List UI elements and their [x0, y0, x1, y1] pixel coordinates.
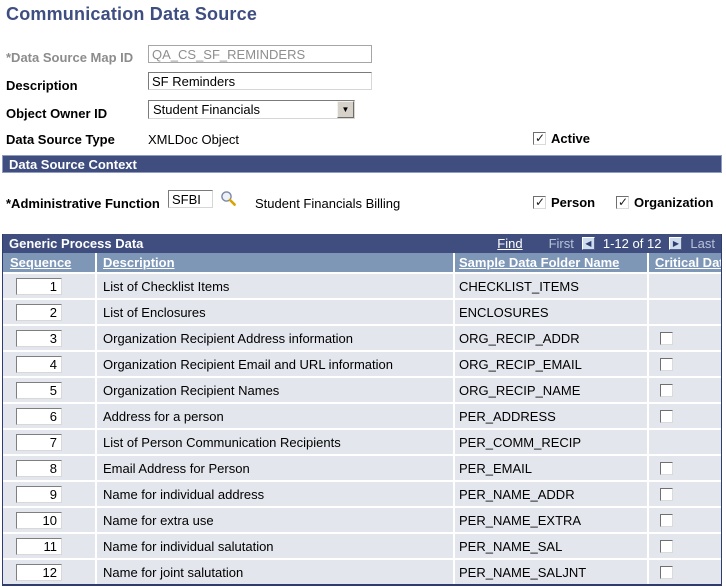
sequence-input[interactable]: [16, 433, 62, 451]
row-description: Name for joint salutation: [95, 560, 453, 584]
table-row: Address for a person PER_ADDRESS: [3, 404, 721, 428]
column-header-critical-data: Critical Data: [647, 253, 721, 272]
critical-data-checkbox[interactable]: [660, 565, 673, 579]
grid-body: List of Checklist Items CHECKLIST_ITEMS …: [3, 274, 721, 584]
context-section-title: Data Source Context: [9, 156, 137, 172]
sequence-input[interactable]: [16, 511, 62, 529]
grid-title-bar: Generic Process Data Find First ◀ 1-12 o…: [3, 234, 721, 253]
table-row: List of Enclosures ENCLOSURES: [3, 300, 721, 324]
critical-data-checkbox[interactable]: [660, 539, 673, 553]
sequence-input[interactable]: [16, 563, 62, 581]
description-label: Description: [6, 78, 78, 93]
row-folder-name: ORG_RECIP_ADDR: [453, 326, 647, 350]
generic-process-data-grid: Generic Process Data Find First ◀ 1-12 o…: [2, 234, 722, 586]
row-folder-name: PER_COMM_RECIP: [453, 430, 647, 454]
table-row: Name for extra use PER_NAME_EXTRA: [3, 508, 721, 532]
sequence-input[interactable]: [16, 329, 62, 347]
organization-checkbox[interactable]: [616, 196, 629, 210]
person-checkbox-group: Person: [533, 194, 595, 210]
row-description: Organization Recipient Address informati…: [95, 326, 453, 350]
table-row: Name for individual salutation PER_NAME_…: [3, 534, 721, 558]
sequence-input[interactable]: [16, 355, 62, 373]
row-description: Name for individual address: [95, 482, 453, 506]
table-row: Organization Recipient Names ORG_RECIP_N…: [3, 378, 721, 402]
sequence-input[interactable]: [16, 381, 62, 399]
row-range-label: 1-12 of 12: [602, 236, 662, 251]
page-title: Communication Data Source: [6, 4, 258, 24]
row-folder-name: PER_NAME_ADDR: [453, 482, 647, 506]
row-description: List of Enclosures: [95, 300, 453, 324]
table-row: List of Person Communication Recipients …: [3, 430, 721, 454]
sequence-input[interactable]: [16, 407, 62, 425]
critical-data-checkbox[interactable]: [660, 461, 673, 475]
organization-checkbox-label: Organization: [634, 195, 714, 211]
critical-data-checkbox[interactable]: [660, 513, 673, 527]
row-folder-name: ENCLOSURES: [453, 300, 647, 324]
table-row: Name for joint salutation PER_NAME_SALJN…: [3, 560, 721, 584]
sequence-input[interactable]: [16, 537, 62, 555]
description-input[interactable]: [148, 72, 372, 90]
chevron-down-icon[interactable]: ▼: [337, 101, 354, 118]
admin-function-label: *Administrative Function: [6, 196, 160, 211]
owner-id-label: Object Owner ID: [6, 106, 108, 121]
column-header-folder-name: Sample Data Folder Name: [453, 253, 647, 272]
last-link: Last: [690, 236, 715, 251]
map-id-label: *Data Source Map ID: [6, 50, 134, 65]
row-folder-name: PER_ADDRESS: [453, 404, 647, 428]
owner-id-select[interactable]: Student Financials ▼: [148, 100, 355, 119]
grid-pagination: Find First ◀ 1-12 of 12 ▶ Last: [497, 236, 715, 251]
chevron-left-icon[interactable]: ◀: [581, 237, 595, 250]
chevron-right-icon[interactable]: ▶: [669, 237, 683, 250]
row-description: Name for extra use: [95, 508, 453, 532]
critical-data-checkbox[interactable]: [660, 357, 673, 371]
first-link: First: [548, 236, 574, 251]
row-description: List of Checklist Items: [95, 274, 453, 298]
owner-id-selected-value: Student Financials: [153, 102, 260, 117]
critical-data-checkbox[interactable]: [660, 383, 673, 397]
sequence-input[interactable]: [16, 303, 62, 321]
admin-function-description: Student Financials Billing: [255, 196, 401, 211]
column-header-description: Description: [95, 253, 453, 272]
person-checkbox[interactable]: [533, 196, 546, 210]
row-folder-name: PER_NAME_SALJNT: [453, 560, 647, 584]
row-description: Organization Recipient Email and URL inf…: [95, 352, 453, 376]
row-description: Address for a person: [95, 404, 453, 428]
table-row: Email Address for Person PER_EMAIL: [3, 456, 721, 480]
row-folder-name: PER_NAME_SAL: [453, 534, 647, 558]
sequence-input[interactable]: [16, 485, 62, 503]
sequence-input[interactable]: [16, 277, 62, 295]
critical-data-checkbox[interactable]: [660, 409, 673, 423]
table-row: Organization Recipient Email and URL inf…: [3, 352, 721, 376]
table-row: List of Checklist Items CHECKLIST_ITEMS: [3, 274, 721, 298]
organization-checkbox-group: Organization: [616, 194, 713, 210]
table-row: Organization Recipient Address informati…: [3, 326, 721, 350]
active-checkbox-group: Active: [533, 130, 590, 146]
row-description: Email Address for Person: [95, 456, 453, 480]
active-checkbox[interactable]: [533, 132, 546, 146]
row-folder-name: PER_NAME_EXTRA: [453, 508, 647, 532]
row-folder-name: ORG_RECIP_NAME: [453, 378, 647, 402]
grid-title: Generic Process Data: [9, 236, 144, 251]
row-description: Organization Recipient Names: [95, 378, 453, 402]
context-section-header: Data Source Context: [2, 155, 722, 173]
source-type-label: Data Source Type: [6, 132, 115, 147]
person-checkbox-label: Person: [551, 195, 596, 211]
column-header-sequence: Sequence: [10, 255, 72, 270]
critical-data-checkbox[interactable]: [660, 331, 673, 345]
grid-header-row: Sequence Description Sample Data Folder …: [3, 253, 721, 272]
map-id-input: [148, 45, 372, 63]
row-folder-name: ORG_RECIP_EMAIL: [453, 352, 647, 376]
sequence-input[interactable]: [16, 459, 62, 477]
row-description: List of Person Communication Recipients: [95, 430, 453, 454]
critical-data-checkbox[interactable]: [660, 487, 673, 501]
admin-function-input[interactable]: [168, 190, 213, 208]
search-icon[interactable]: [220, 190, 237, 207]
find-link[interactable]: Find: [497, 236, 523, 251]
row-description: Name for individual salutation: [95, 534, 453, 558]
row-folder-name: PER_EMAIL: [453, 456, 647, 480]
table-row: Name for individual address PER_NAME_ADD…: [3, 482, 721, 506]
row-folder-name: CHECKLIST_ITEMS: [453, 274, 647, 298]
source-type-value: XMLDoc Object: [148, 132, 240, 147]
active-checkbox-label: Active: [551, 131, 591, 147]
